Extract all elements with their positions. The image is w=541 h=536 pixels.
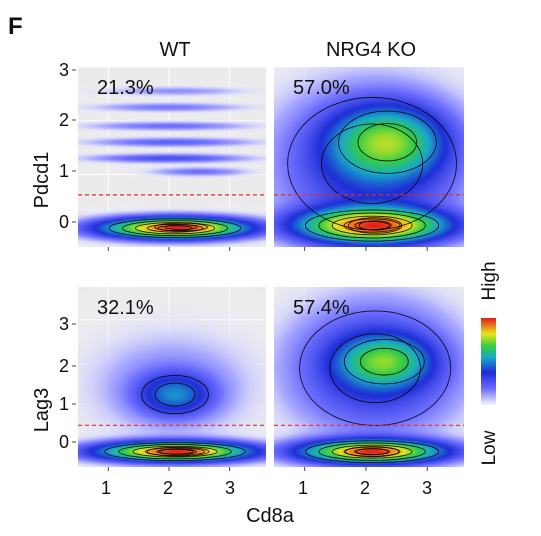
density-contour [108, 218, 242, 238]
ytick-label: 0 [59, 212, 69, 232]
density-contour [318, 212, 426, 239]
yticks-bottom-row: 3 2 1 0 [59, 314, 76, 452]
density-contour [320, 123, 424, 204]
legend-low-label: Low [479, 430, 500, 465]
density-contour [164, 224, 198, 230]
density-contour [331, 444, 413, 459]
column-title-nrg4-ko: NRG4 KO [326, 39, 416, 61]
legend-high-label: High [479, 261, 500, 300]
xtick-label: 1 [298, 478, 308, 498]
panel-letter: F [8, 13, 23, 40]
density-heatmap [78, 287, 266, 467]
density-contour [145, 447, 206, 456]
density-contour [146, 446, 210, 457]
xtick-label: 3 [422, 478, 432, 498]
density-contour [318, 442, 426, 461]
x-axis-label: Cd8a [246, 505, 295, 527]
density-contour [357, 123, 418, 162]
density-contour [355, 448, 389, 456]
xticks-left-column: 1 2 3 [101, 478, 235, 498]
density-panel: 32.1% [78, 287, 266, 471]
xtick-label: 2 [360, 478, 370, 498]
percentage-label: 57.0% [293, 77, 350, 99]
ylabel-lag3: Lag3 [31, 388, 53, 433]
colorbar-gradient [481, 318, 496, 406]
density-contour [343, 446, 401, 457]
density-contour [146, 223, 204, 233]
ytick-label: 2 [59, 110, 69, 130]
percentage-label: 21.3% [97, 77, 154, 99]
density-heatmap [274, 287, 464, 467]
ytick-label: 0 [59, 432, 69, 452]
density-contour [141, 375, 209, 415]
density-panel: 57.4% [274, 287, 464, 471]
density-contour [135, 222, 216, 235]
colorbar-legend: High Low [479, 261, 500, 465]
density-contour [343, 338, 425, 385]
density-contour [344, 446, 400, 458]
density-contour [343, 218, 401, 233]
xtick-label: 3 [225, 478, 235, 498]
xtick-label: 2 [163, 478, 173, 498]
density-contour [359, 347, 409, 376]
ylabel-pdcd1: Pdcd1 [31, 152, 53, 209]
density-contour [121, 220, 229, 237]
density-contour [304, 440, 440, 463]
yticks-top-row: 3 2 1 0 [59, 60, 76, 232]
density-contour [104, 442, 246, 461]
density-heatmap [78, 67, 266, 247]
percentage-label: 57.4% [293, 297, 350, 319]
column-title-wt: WT [159, 39, 190, 61]
density-contour [154, 222, 208, 232]
density-contour [331, 215, 413, 236]
ytick-label: 1 [59, 394, 69, 414]
density-contour [159, 448, 197, 455]
ytick-label: 1 [59, 161, 69, 181]
density-contour [118, 444, 232, 460]
ytick-label: 2 [59, 356, 69, 376]
density-panel: 57.0% [274, 66, 464, 251]
density-contour [304, 209, 440, 242]
density-contour [338, 110, 437, 174]
density-contour [132, 445, 218, 458]
percentage-label: 32.1% [97, 297, 154, 319]
xticks-right-column: 1 2 3 [298, 478, 432, 498]
xtick-label: 1 [101, 478, 111, 498]
ytick-label: 3 [59, 60, 69, 80]
density-contour [287, 97, 457, 231]
density-panel: 21.3% [78, 66, 266, 251]
density-contour [154, 382, 196, 407]
ytick-label: 3 [59, 314, 69, 334]
density-contour [329, 333, 421, 404]
